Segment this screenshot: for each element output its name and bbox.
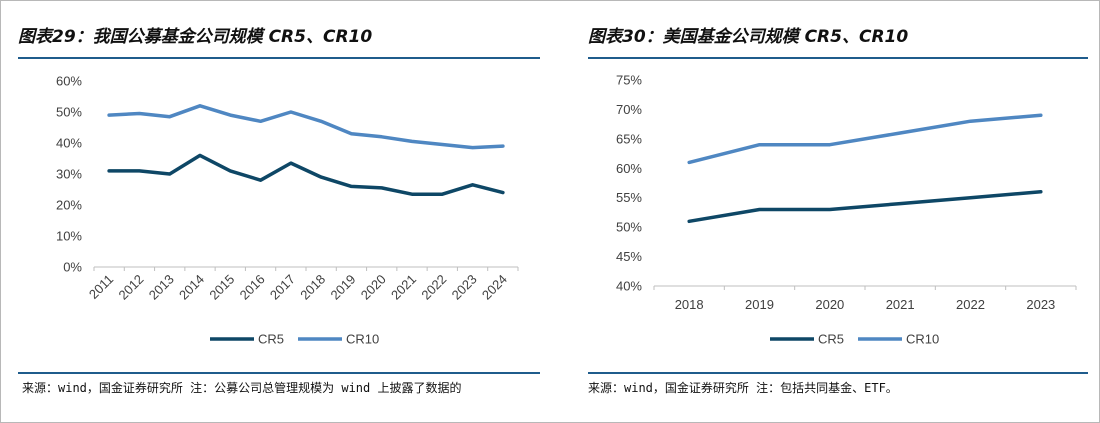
chart-panel-china: 图表29：我国公募基金公司规模 CR5、CR10 0% 10% 20% 30% 40% 5…	[18, 27, 540, 395]
x-tick-label: 2019	[327, 272, 358, 303]
x-tick-label: 2023	[449, 272, 480, 303]
x-tick-label: 2014	[176, 272, 207, 303]
x-tick-label: 2021	[388, 272, 419, 303]
series-line-cr10	[687, 113, 1043, 165]
y-tick-label: 70%	[616, 102, 642, 117]
x-tick-label: 2024	[479, 272, 510, 303]
y-tick-label: 60%	[616, 161, 642, 176]
x-tick-label: 2012	[115, 272, 146, 303]
x-tick-label: 2023	[1026, 297, 1055, 312]
y-tick-label: 50%	[56, 105, 82, 120]
x-tick-label: 2015	[206, 272, 237, 303]
chart-panel-us: 图表30：美国基金公司规模 CR5、CR10 40% 45% 50% 55% 60% 65…	[556, 0, 1100, 423]
series-line-cr5	[687, 190, 1043, 224]
chart-title: 图表30：美国基金公司规模 CR5、CR10	[588, 27, 909, 47]
source-note: 来源：wind，国金证券研究所 注：包括共同基金、ETF。	[588, 381, 898, 395]
title-rule	[588, 57, 1088, 59]
y-tick-label: 40%	[616, 279, 642, 294]
x-tick-label: 2017	[267, 272, 298, 303]
x-tick-label: 2011	[86, 272, 116, 302]
x-tick-label: 2018	[675, 297, 704, 312]
x-tick-label: 2013	[146, 272, 177, 303]
x-tick-label: 2018	[297, 272, 328, 303]
y-tick-label: 30%	[56, 167, 82, 182]
series-line-cr5	[107, 153, 505, 196]
y-tick-label: 45%	[616, 249, 642, 264]
x-tick-label: 2021	[886, 297, 915, 312]
x-tick-label: 2020	[358, 272, 389, 303]
x-tick-label: 2020	[815, 297, 844, 312]
y-tick-label: 40%	[56, 136, 82, 151]
chart-title: 图表29：我国公募基金公司规模 CR5、CR10	[18, 27, 373, 47]
y-tick-label: 65%	[616, 131, 642, 146]
y-tick-label: 0%	[63, 260, 82, 275]
y-tick-label: 50%	[616, 220, 642, 235]
x-tick-label: 2019	[745, 297, 774, 312]
line-chart-us: 40% 45% 50% 55% 60% 65% 70% 75% 2018 2019 2020 2021…	[616, 73, 1077, 347]
y-tick-label: 75%	[616, 73, 642, 88]
y-tick-label: 10%	[56, 229, 82, 244]
title-rule	[18, 57, 540, 59]
legend-label-cr10: CR10	[906, 332, 939, 347]
legend-label-cr5: CR5	[258, 332, 284, 347]
x-tick-label: 2016	[237, 272, 268, 303]
line-chart-china: 0% 10% 20% 30% 40% 50% 60% 2011 2012 2013 2014 2015…	[56, 74, 519, 347]
x-tick-label: 2022	[956, 297, 985, 312]
x-tick-label: 2022	[418, 272, 449, 303]
y-tick-label: 60%	[56, 74, 82, 89]
source-rule	[588, 372, 1088, 374]
source-note: 来源：wind，国金证券研究所 注：公募公司总管理规模为 wind 上披露了数据…	[22, 381, 462, 395]
legend-label-cr5: CR5	[818, 332, 844, 347]
y-tick-label: 55%	[616, 190, 642, 205]
y-tick-label: 20%	[56, 198, 82, 213]
series-line-cr10	[107, 104, 505, 150]
legend-label-cr10: CR10	[346, 332, 379, 347]
source-rule	[18, 372, 540, 374]
